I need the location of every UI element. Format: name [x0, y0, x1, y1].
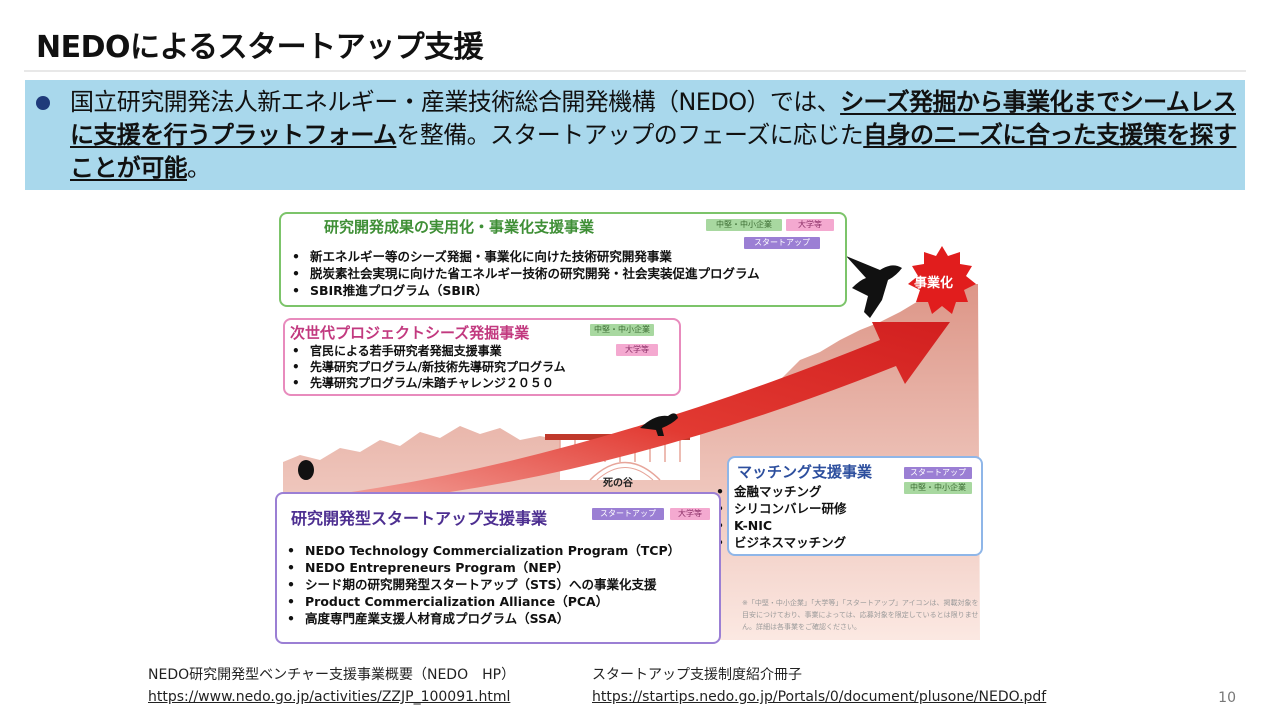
reference-link[interactable]: https://www.nedo.go.jp/activities/ZZJP_1…: [148, 689, 511, 705]
list-item: 官民による若手研究者発掘支援事業: [288, 343, 566, 359]
summary-text-3: 。: [187, 154, 211, 182]
startup-tag: スタートアップ: [592, 508, 664, 520]
summary-text: 国立研究開発法人新エネルギー・産業技術総合開発機構（NEDO）では、シーズ発掘か…: [70, 86, 1238, 185]
sme-tag: 中堅・中小企業: [706, 219, 782, 231]
reference-nedo-hp: NEDO研究開発型ベンチャー支援事業概要（NEDO HP） https://ww…: [148, 664, 515, 708]
egg-icon: [298, 460, 314, 480]
list-item: シリコンバレー研修: [712, 500, 847, 517]
list-item: 先導研究プログラム/新技術先導研究プログラム: [288, 359, 566, 375]
commercialization-burst-icon: [908, 246, 976, 314]
reference-link[interactable]: https://startips.nedo.go.jp/Portals/0/do…: [592, 689, 1047, 705]
page-number: 10: [1218, 690, 1236, 706]
reference-label: NEDO研究開発型ベンチャー支援事業概要（NEDO HP）: [148, 667, 516, 683]
list-item: 先導研究プログラム/未踏チャレンジ２０５０: [288, 375, 566, 391]
list-item: Product Commercialization Alliance（PCA）: [283, 593, 680, 610]
list-item: シード期の研究開発型スタートアップ（STS）への事業化支援: [283, 576, 680, 593]
death-valley-label: 死の谷: [603, 478, 633, 489]
summary-text-1: 国立研究開発法人新エネルギー・産業技術総合開発機構（NEDO）では、: [70, 88, 841, 116]
startup-tag: スタートアップ: [744, 237, 820, 249]
summary-banner: [25, 80, 1245, 190]
summary-bold-2: 自身のニーズに合った支援策を探すことが可能: [70, 121, 1237, 182]
list-item: 新エネルギー等のシーズ発掘・事業化に向けた技術研究開発事業: [288, 248, 760, 265]
reference-label: スタートアップ支援制度紹介冊子: [592, 667, 802, 683]
bullet-icon: [36, 96, 50, 110]
reference-booklet: スタートアップ支援制度紹介冊子 https://startips.nedo.go…: [592, 664, 1046, 708]
startup-tag: スタートアップ: [904, 467, 972, 479]
next-gen-seeds-list: 官民による若手研究者発掘支援事業 先導研究プログラム/新技術先導研究プログラム …: [288, 343, 566, 391]
university-tag: 大学等: [786, 219, 834, 231]
summary-bold-1: シーズ発掘から事業化までシームレスに支援を行うプラットフォーム: [70, 88, 1237, 149]
small-bird-icon: [640, 413, 678, 436]
startup-support-title: 研究開発型スタートアップ支援事業: [291, 509, 548, 528]
practical-application-list: 新エネルギー等のシーズ発掘・事業化に向けた技術研究開発事業 脱炭素社会実現に向け…: [288, 248, 760, 299]
sme-tag: 中堅・中小企業: [590, 324, 654, 336]
icon-footnote: ※「中堅・中小企業」「大学等」「スタートアップ」アイコンは、掲載対象を目安につけ…: [742, 599, 979, 631]
list-item: 金融マッチング: [712, 483, 847, 500]
startup-support-list: NEDO Technology Commercialization Progra…: [283, 542, 680, 627]
university-tag: 大学等: [670, 508, 710, 520]
list-item: ビジネスマッチング: [712, 534, 847, 551]
university-tag: 大学等: [616, 344, 658, 356]
commercialization-label: 事業化: [914, 276, 954, 291]
list-item: SBIR推進プログラム（SBIR）: [288, 282, 760, 299]
growth-arrow: [290, 322, 950, 508]
matching-support-list: 金融マッチング シリコンバレー研修 K-NIC ビジネスマッチング: [712, 483, 847, 551]
practical-application-title: 研究開発成果の実用化・事業化支援事業: [324, 218, 595, 236]
eagle-icon: [846, 256, 902, 318]
next-gen-seeds-title: 次世代プロジェクトシーズ発掘事業: [290, 324, 530, 342]
slide-title: NEDOによるスタートアップ支援: [36, 30, 484, 65]
matching-support-title: マッチング支援事業: [737, 463, 873, 481]
sme-tag: 中堅・中小企業: [904, 482, 972, 494]
list-item: 脱炭素社会実現に向けた省エネルギー技術の研究開発・社会実装促進プログラム: [288, 265, 760, 282]
summary-text-2: を整備。スタートアップのフェーズに応じた: [396, 121, 864, 149]
list-item: NEDO Entrepreneurs Program（NEP）: [283, 559, 680, 576]
list-item: 高度専門産業支援人材育成プログラム（SSA）: [283, 610, 680, 627]
list-item: NEDO Technology Commercialization Progra…: [283, 542, 680, 559]
title-divider: [24, 70, 1246, 72]
list-item: K-NIC: [712, 517, 847, 534]
